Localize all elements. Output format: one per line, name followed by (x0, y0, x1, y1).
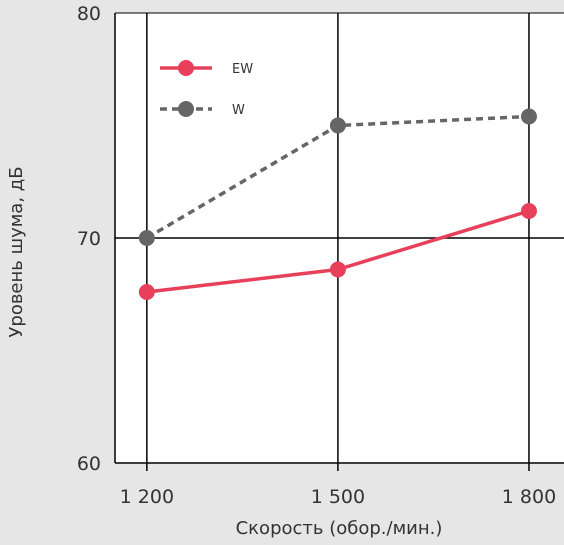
data-point-ew (138, 284, 155, 300)
data-point-ew (329, 261, 346, 278)
y-tick-label: 60 (77, 453, 101, 475)
legend-label-w: W (232, 103, 245, 118)
tick-label-layer: 1 200 1 500 1 800 60 70 80 (77, 3, 556, 508)
series-layer (138, 108, 537, 300)
x-tick-label: 1 500 (311, 486, 365, 508)
legend-marker-ew (178, 60, 194, 76)
data-point-w (520, 108, 537, 125)
x-tick-label: 1 200 (120, 486, 174, 508)
legend-label-ew: EW (232, 62, 253, 77)
data-point-w (138, 230, 155, 246)
x-axis-title: Скорость (обор./мин.) (236, 518, 443, 539)
grid-layer (115, 13, 564, 471)
y-tick-label: 70 (77, 228, 101, 250)
y-tick-label: 80 (77, 3, 101, 25)
data-point-ew (520, 203, 537, 219)
y-axis-title: Уровень шума, дБ (6, 166, 27, 337)
x-tick-label: 1 800 (502, 486, 556, 508)
data-point-w (329, 117, 346, 134)
legend-marker-w (178, 101, 194, 117)
legend: EW W (160, 60, 253, 118)
